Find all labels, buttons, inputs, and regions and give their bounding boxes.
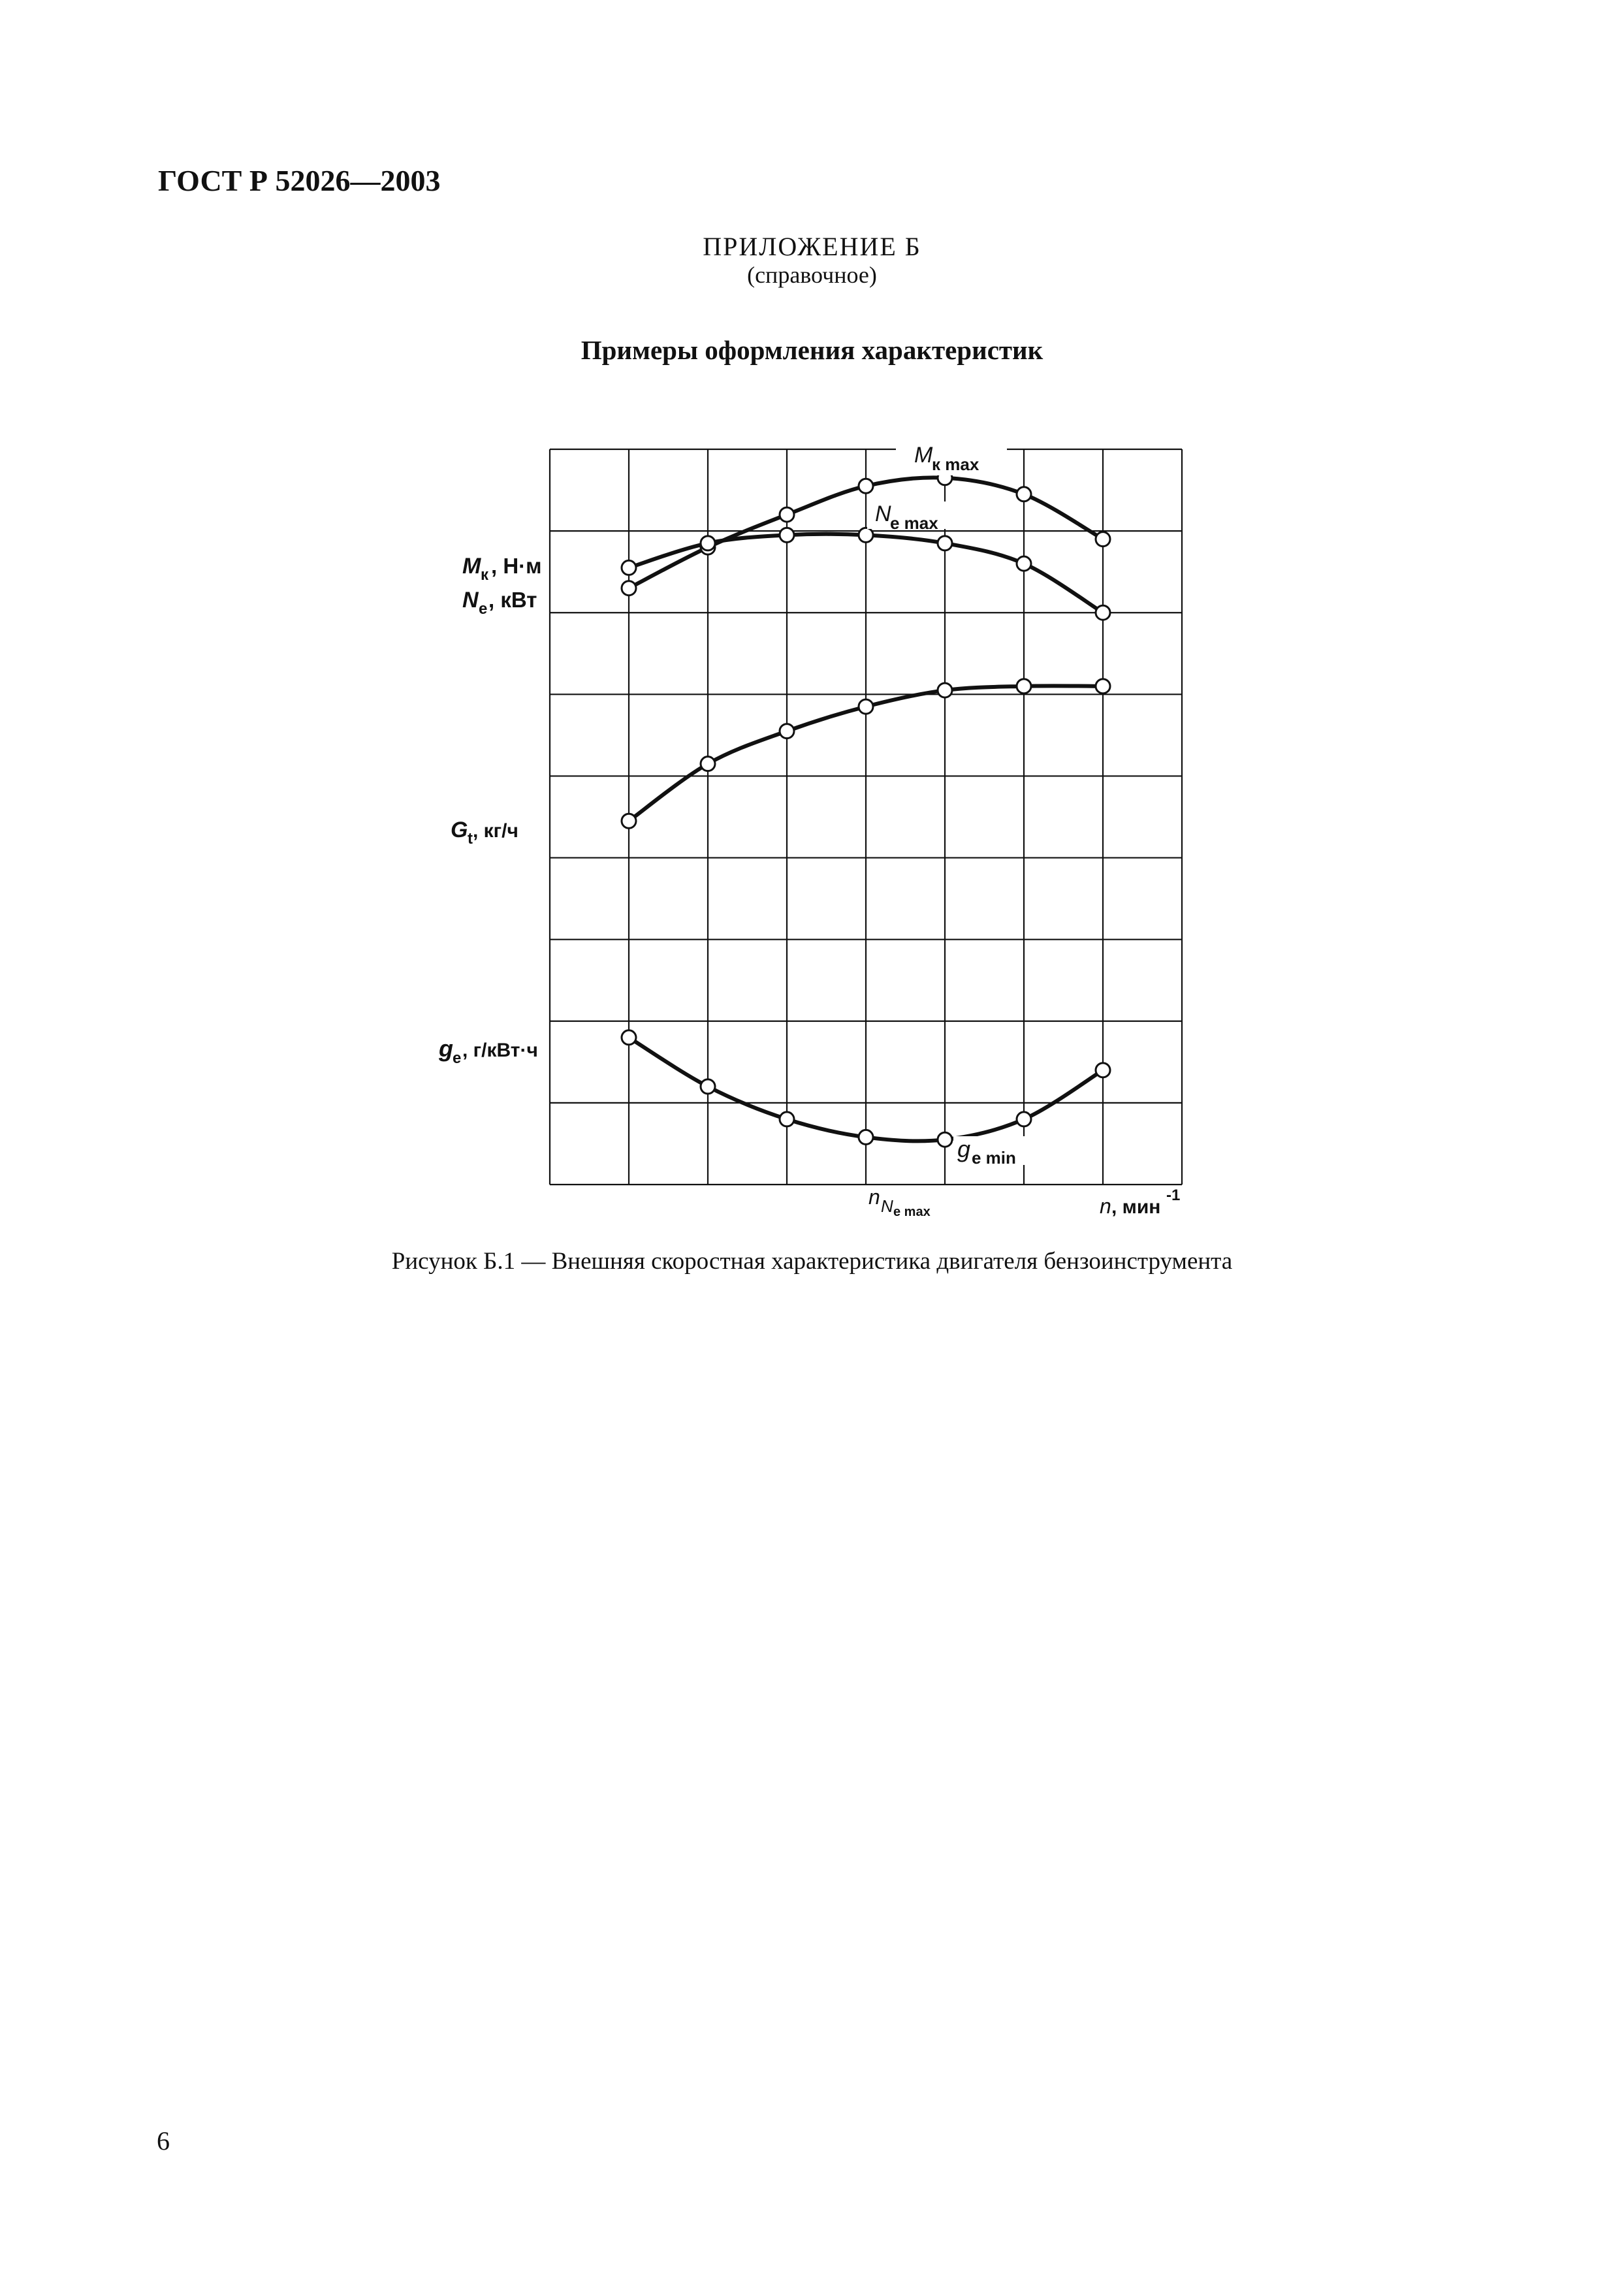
annotation-ne-max: N e max bbox=[867, 502, 959, 533]
annotation-ge-min-sub: e min bbox=[972, 1148, 1016, 1168]
annex-type: (справочное) bbox=[747, 262, 877, 288]
data-point-ge bbox=[620, 1029, 637, 1046]
y-label-mk-symbol: M bbox=[462, 554, 481, 579]
data-point-ge bbox=[1015, 1111, 1032, 1128]
data-point-ne bbox=[1015, 555, 1032, 572]
chart-grid bbox=[549, 448, 1183, 1186]
data-point-gt bbox=[857, 698, 874, 715]
x-label-n-symbol: n bbox=[1100, 1194, 1111, 1218]
data-point-ne bbox=[857, 526, 874, 543]
data-point-ge bbox=[778, 1111, 795, 1128]
data-point-ge bbox=[1094, 1062, 1111, 1079]
data-point-mk bbox=[857, 477, 874, 494]
y-label-gt-unit: , кг/ч bbox=[473, 820, 518, 842]
data-point-mk bbox=[620, 580, 637, 597]
data-point-ne bbox=[936, 535, 953, 552]
x-label-n-ne-max-symbol: n bbox=[868, 1185, 880, 1209]
data-point-ne bbox=[778, 526, 795, 543]
y-label-gt-sub: t bbox=[468, 830, 473, 848]
data-point-gt bbox=[936, 682, 953, 699]
annotation-ne-max-symbol: N bbox=[875, 502, 891, 526]
data-point-gt bbox=[1094, 678, 1111, 695]
data-point-mk bbox=[778, 506, 795, 523]
figure-caption: Рисунок Б.1 — Внешняя скоростная характе… bbox=[391, 1248, 1233, 1275]
data-point-gt bbox=[1015, 678, 1032, 695]
annotation-ne-max-sub: e max bbox=[890, 513, 938, 533]
y-label-ge: g e , г/кВт·ч bbox=[438, 1035, 538, 1067]
y-label-mk-unit: , Н·м bbox=[491, 554, 542, 578]
annex-heading: ПРИЛОЖЕНИЕ Б bbox=[703, 232, 921, 261]
data-point-ge bbox=[936, 1131, 953, 1148]
y-label-ne-symbol: N bbox=[462, 588, 479, 613]
data-point-mk bbox=[1015, 486, 1032, 503]
x-label-n-ne-max-subsub: e max bbox=[893, 1205, 931, 1219]
data-point-ne bbox=[1094, 604, 1111, 621]
x-label-n-sup: -1 bbox=[1166, 1187, 1180, 1204]
data-point-gt bbox=[699, 756, 716, 773]
annotation-mk-max: M к max bbox=[896, 441, 1007, 475]
annotation-mk-max-symbol: M bbox=[914, 443, 933, 468]
data-point-ge bbox=[699, 1078, 716, 1095]
x-label-n-ne-max-sub: N bbox=[881, 1196, 893, 1216]
y-label-ge-sub: e bbox=[453, 1049, 461, 1067]
data-point-gt bbox=[778, 723, 795, 740]
y-label-mk-sub: к bbox=[481, 566, 489, 584]
y-label-ne: N e , кВт bbox=[462, 588, 537, 618]
annotation-mk-max-sub: к max bbox=[932, 454, 979, 474]
y-label-gt-symbol: G bbox=[451, 818, 468, 842]
annotation-ge-min-symbol: g bbox=[957, 1136, 970, 1162]
data-point-ge bbox=[857, 1128, 874, 1145]
y-label-gt: G t , кг/ч bbox=[451, 818, 518, 848]
data-point-mk bbox=[1094, 531, 1111, 548]
x-label-n: n , мин -1 bbox=[1100, 1187, 1180, 1218]
x-label-n-unit: , мин bbox=[1111, 1196, 1160, 1218]
characteristic-chart: M к max N e max g e min M к , Н·м N e , … bbox=[438, 441, 1183, 1219]
y-label-ge-unit: , г/кВт·ч bbox=[462, 1040, 538, 1061]
page-number: 6 bbox=[157, 2126, 170, 2156]
y-label-ge-symbol: g bbox=[438, 1035, 453, 1062]
data-point-ne bbox=[699, 535, 716, 552]
document-code: ГОСТ Р 52026—2003 bbox=[158, 164, 441, 197]
y-label-mk: M к , Н·м bbox=[462, 554, 542, 584]
data-point-ne bbox=[620, 559, 637, 576]
annotation-ge-min: g e min bbox=[953, 1136, 1032, 1168]
section-title: Примеры оформления характеристик bbox=[581, 335, 1043, 365]
y-label-ne-sub: e bbox=[479, 600, 487, 618]
chart-points bbox=[620, 470, 1111, 1148]
data-point-gt bbox=[620, 812, 637, 829]
y-label-ne-unit: , кВт bbox=[488, 588, 537, 612]
x-label-n-ne-max: n N e max bbox=[868, 1185, 931, 1219]
